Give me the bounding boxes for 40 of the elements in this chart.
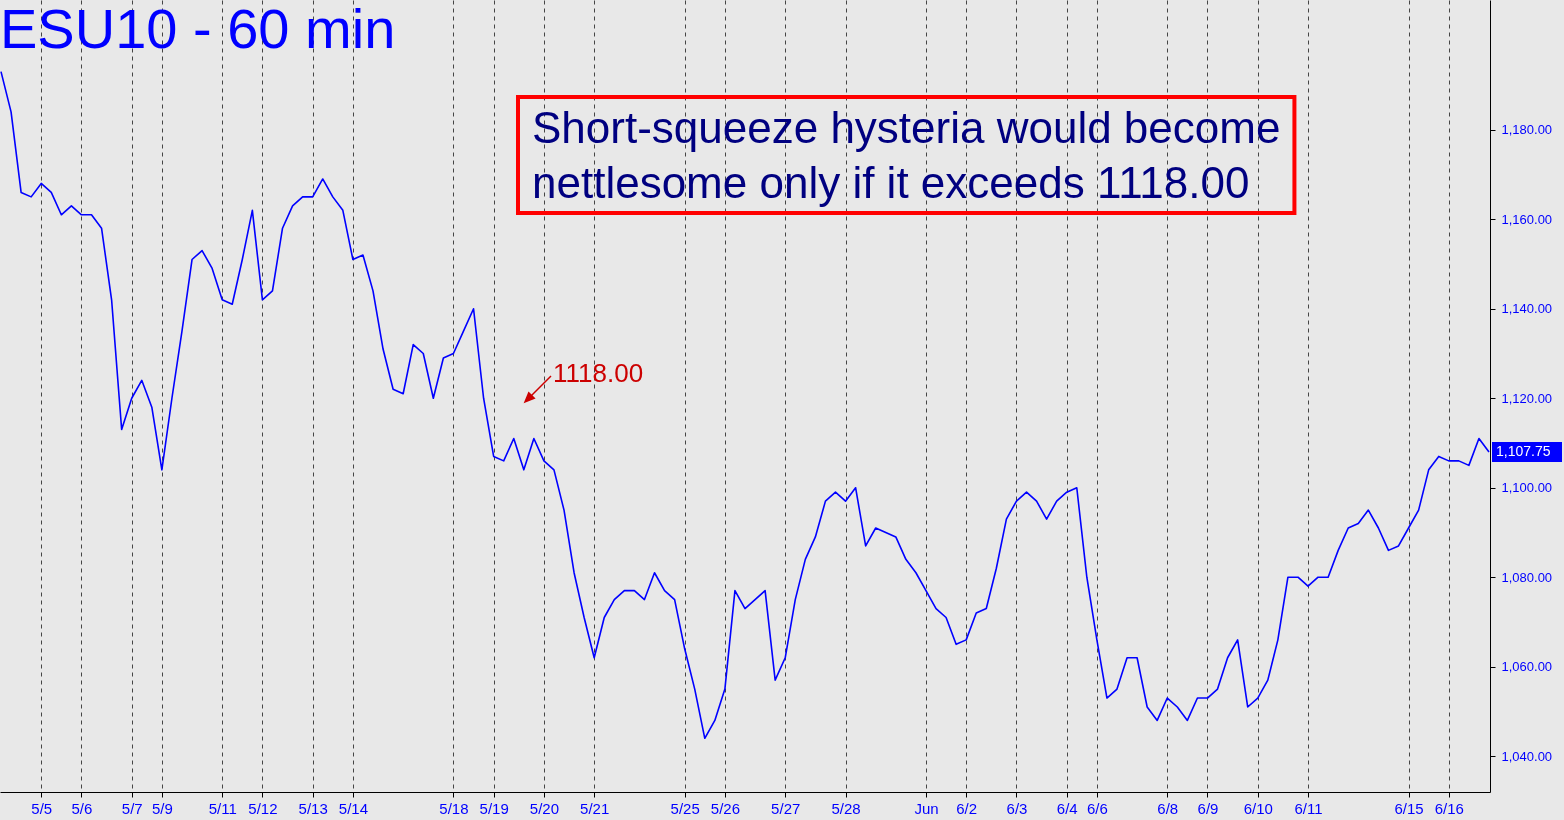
x-tick-label: 5/18: [439, 799, 469, 817]
y-tick-label: 1,140.00: [1501, 301, 1553, 317]
y-tick-label: 1,060.00: [1501, 659, 1553, 675]
y-tick-label: 1,080.00: [1501, 569, 1553, 585]
annotation: 1118.00: [553, 358, 644, 388]
x-tick-label: 5/26: [710, 799, 740, 817]
line-series: [0, 70, 1490, 740]
x-tick-label: Jun: [914, 799, 939, 817]
x-tick-label: 6/10: [1243, 799, 1273, 817]
x-tick-label: 6/11: [1294, 799, 1323, 817]
x-tick-label: 5/6: [71, 799, 93, 817]
text: 1,107.75: [1496, 442, 1551, 459]
x-tick-label: 6/9: [1197, 799, 1219, 817]
x-tick-label: 5/28: [831, 799, 861, 817]
x-tick-label: 5/11: [208, 799, 237, 817]
x-tick-label: 5/12: [248, 799, 278, 817]
x-tick-label: 6/8: [1157, 799, 1179, 817]
x-tick-label: 6/15: [1394, 799, 1424, 817]
x-tick-label: 5/27: [771, 799, 801, 817]
y-tick-label: 1,120.00: [1501, 390, 1553, 406]
x-tick-label: 5/25: [670, 799, 700, 817]
x-tick-label: 5/7: [121, 799, 143, 817]
x-tick-label: 6/6: [1086, 799, 1108, 817]
y-tick-label: 1,180.00: [1501, 122, 1553, 138]
y-tick-label: 1,040.00: [1501, 748, 1553, 764]
y-tick-label: 1,100.00: [1501, 480, 1553, 496]
y-tick-label: 1,160.00: [1501, 211, 1553, 227]
x-tick-label: 5/20: [529, 799, 560, 817]
x-tick-label: 6/4: [1056, 799, 1078, 817]
x-tick-label: 6/16: [1434, 799, 1464, 817]
x-tick-label: 5/5: [31, 799, 53, 817]
x-tick-label: 5/9: [151, 799, 173, 817]
x-tick-label: 5/14: [338, 799, 368, 817]
chart-title: ESU10 - 60 min: [0, 0, 396, 60]
x-tick-label: 5/13: [298, 799, 328, 817]
annotation: Short-squeeze hysteria would become nettlesome only if it exceeds 1118.00: [532, 103, 1281, 207]
x-tick-label: 6/2: [956, 799, 978, 817]
x-tick-label: 5/21: [580, 799, 610, 817]
x-tick-label: 5/19: [479, 799, 509, 817]
x-tick-label: 6/3: [1006, 799, 1028, 817]
